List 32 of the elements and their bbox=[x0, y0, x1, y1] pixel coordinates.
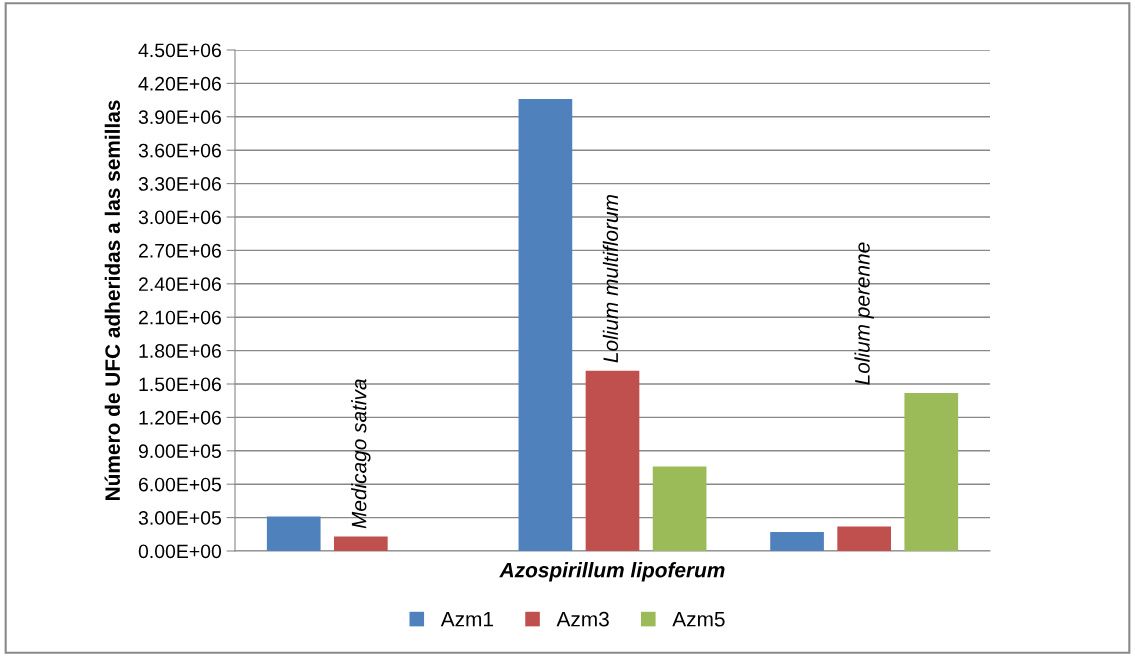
y-tick-label: 2.10E+06 bbox=[138, 310, 221, 325]
y-tick-label: 3.60E+06 bbox=[138, 143, 221, 158]
y-tick-label: 4.50E+06 bbox=[138, 43, 221, 58]
bar bbox=[652, 466, 707, 551]
bar bbox=[266, 516, 321, 551]
bar bbox=[770, 532, 824, 551]
y-tick-label: 3.00E+05 bbox=[138, 511, 221, 525]
x-tick-label: Lolium multiflorum bbox=[602, 195, 619, 363]
bar bbox=[837, 526, 892, 551]
legend-label: Azm5 bbox=[672, 612, 725, 627]
y-tick-label: 2.70E+06 bbox=[138, 243, 221, 258]
y-tick-label: 2.40E+06 bbox=[138, 277, 221, 292]
y-tick-label: 6.00E+05 bbox=[139, 477, 221, 492]
y-tick-label: 3.30E+06 bbox=[138, 177, 221, 191]
bar bbox=[333, 536, 388, 551]
bar bbox=[518, 98, 573, 551]
legend-label: Azm3 bbox=[556, 611, 609, 627]
x-tick-label: Medicago sativa bbox=[351, 379, 371, 529]
y-axis-title: Número de UFC adheridas a las semillas bbox=[104, 100, 121, 500]
bar bbox=[904, 392, 959, 551]
x-axis-title: Azospirillum lipoferum bbox=[499, 562, 725, 582]
y-tick-label: 3.90E+06 bbox=[138, 110, 221, 125]
y-tick-label: 1.20E+06 bbox=[139, 410, 221, 425]
y-tick-label: 1.50E+06 bbox=[139, 377, 221, 392]
bar bbox=[585, 370, 640, 551]
y-tick-label: 3.00E+06 bbox=[138, 210, 221, 225]
x-tick-label: Lolium perenne bbox=[854, 242, 874, 385]
y-tick-label: 4.20E+06 bbox=[138, 76, 221, 91]
y-tick-label: 9.00E+05 bbox=[138, 444, 221, 459]
y-tick-label: 1.80E+06 bbox=[139, 344, 221, 358]
legend-label: Azm1 bbox=[440, 612, 493, 627]
y-tick-label: 0.00E+00 bbox=[138, 544, 222, 559]
